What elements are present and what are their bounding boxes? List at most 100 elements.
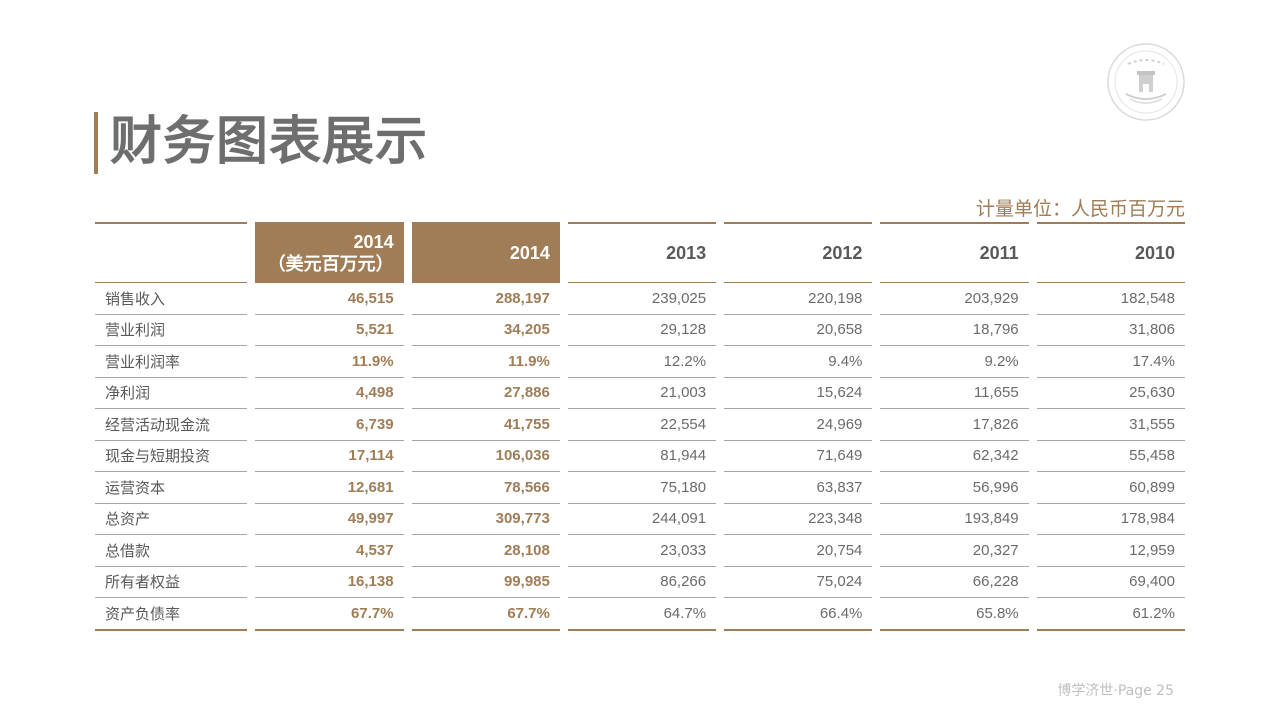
table-cell: 4,498: [255, 378, 404, 409]
header-year-1: 2014 （美元百万元）: [255, 222, 404, 283]
table-cell: 60,899: [1036, 472, 1185, 504]
unit-note: 计量单位：人民币百万元: [975, 198, 1185, 220]
table-cell: 31,806: [1036, 315, 1185, 346]
header-label-cell: [95, 222, 248, 283]
row-label: 总借款: [95, 535, 248, 567]
header-year-2: 2014: [411, 222, 560, 283]
table-cell: 99,985: [411, 567, 560, 598]
table-cell: 11.9%: [411, 346, 560, 378]
table-cell: 25,630: [1036, 378, 1185, 409]
table-cell: 6,739: [255, 409, 404, 441]
row-label: 营业利润率: [95, 346, 248, 378]
table-row: 总借款 4,537 28,108 23,033 20,754 20,327 12,959: [95, 535, 1185, 567]
table-cell: 17.4%: [1036, 346, 1185, 378]
table-cell: 41,755: [411, 409, 560, 441]
table-cell: 29,128: [567, 315, 717, 346]
table-cell: 63,837: [724, 472, 873, 504]
table-row: 营业利润 5,521 34,205 29,128 20,658 18,796 31,806: [95, 315, 1185, 346]
table-cell: 27,886: [411, 378, 560, 409]
table-cell: 12.2%: [567, 346, 717, 378]
financial-table: 2014 （美元百万元） 2014 2013 2012 2011 2010 销售收入 46,…: [95, 222, 1185, 631]
row-label: 经营活动现金流: [95, 409, 248, 441]
table-cell: 5,521: [255, 315, 404, 346]
title-accent-bar: [94, 112, 98, 174]
table-cell: 78,566: [411, 472, 560, 504]
row-label: 所有者权益: [95, 567, 248, 598]
table-cell: 49,997: [255, 504, 404, 535]
table-cell: 67.7%: [411, 598, 560, 631]
table-cell: 24,969: [724, 409, 873, 441]
table-row: 净利润 4,498 27,886 21,003 15,624 11,655 25,630: [95, 378, 1185, 409]
header-year-6: 2010: [1036, 222, 1185, 283]
table-row: 现金与短期投资 17,114 106,036 81,944 71,649 62,342 55…: [95, 441, 1185, 472]
table-cell: 17,114: [255, 441, 404, 472]
table-row: 营业利润率 11.9% 11.9% 12.2% 9.4% 9.2% 17.4%: [95, 346, 1185, 378]
table-cell: 65.8%: [880, 598, 1029, 631]
row-label: 净利润: [95, 378, 248, 409]
table-cell: 75,180: [567, 472, 717, 504]
table-cell: 69,400: [1036, 567, 1185, 598]
table-cell: 309,773: [411, 504, 560, 535]
table-cell: 239,025: [567, 283, 717, 315]
table-cell: 66,228: [880, 567, 1029, 598]
row-label: 运营资本: [95, 472, 248, 504]
table-cell: 9.4%: [724, 346, 873, 378]
header-year-5: 2011: [880, 222, 1029, 283]
header-year-4: 2012: [724, 222, 873, 283]
table-cell: 16,138: [255, 567, 404, 598]
table-row: 经营活动现金流 6,739 41,755 22,554 24,969 17,826 31,5…: [95, 409, 1185, 441]
table-cell: 61.2%: [1036, 598, 1185, 631]
row-label: 资产负债率: [95, 598, 248, 631]
table-cell: 203,929: [880, 283, 1029, 315]
table-cell: 9.2%: [880, 346, 1029, 378]
row-label: 销售收入: [95, 283, 248, 315]
table-row: 所有者权益 16,138 99,985 86,266 75,024 66,228 69,40…: [95, 567, 1185, 598]
table-cell: 66.4%: [724, 598, 873, 631]
table-cell: 20,754: [724, 535, 873, 567]
table-cell: 4,537: [255, 535, 404, 567]
table-cell: 12,959: [1036, 535, 1185, 567]
table-cell: 81,944: [567, 441, 717, 472]
table-cell: 23,033: [567, 535, 717, 567]
table-cell: 31,555: [1036, 409, 1185, 441]
page-title: 财务图表展示: [110, 113, 429, 171]
row-label: 现金与短期投资: [95, 441, 248, 472]
table-header-row: 2014 （美元百万元） 2014 2013 2012 2011 2010: [95, 222, 1185, 283]
table-cell: 11,655: [880, 378, 1029, 409]
table-cell: 62,342: [880, 441, 1029, 472]
table-cell: 12,681: [255, 472, 404, 504]
table-cell: 67.7%: [255, 598, 404, 631]
table-cell: 11.9%: [255, 346, 404, 378]
university-seal-logo: [1106, 42, 1186, 122]
table-cell: 55,458: [1036, 441, 1185, 472]
table-cell: 56,996: [880, 472, 1029, 504]
table-cell: 15,624: [724, 378, 873, 409]
table-cell: 223,348: [724, 504, 873, 535]
table-cell: 64.7%: [567, 598, 717, 631]
table-cell: 288,197: [411, 283, 560, 315]
header-year-3: 2013: [567, 222, 717, 283]
table-cell: 17,826: [880, 409, 1029, 441]
table-cell: 20,658: [724, 315, 873, 346]
table-row: 销售收入 46,515 288,197 239,025 220,198 203,929 18…: [95, 283, 1185, 315]
row-label: 总资产: [95, 504, 248, 535]
table-cell: 34,205: [411, 315, 560, 346]
footer-page: 博学济世·Page 25: [1057, 683, 1174, 699]
row-label: 营业利润: [95, 315, 248, 346]
table-cell: 22,554: [567, 409, 717, 441]
table-row: 资产负债率 67.7% 67.7% 64.7% 66.4% 65.8% 61.2%: [95, 598, 1185, 631]
table-cell: 21,003: [567, 378, 717, 409]
table-cell: 86,266: [567, 567, 717, 598]
table-cell: 46,515: [255, 283, 404, 315]
table-cell: 71,649: [724, 441, 873, 472]
table-cell: 18,796: [880, 315, 1029, 346]
table-row: 运营资本 12,681 78,566 75,180 63,837 56,996 60,899: [95, 472, 1185, 504]
table-cell: 28,108: [411, 535, 560, 567]
table-cell: 20,327: [880, 535, 1029, 567]
table-cell: 244,091: [567, 504, 717, 535]
table-cell: 75,024: [724, 567, 873, 598]
table-cell: 178,984: [1036, 504, 1185, 535]
table-cell: 182,548: [1036, 283, 1185, 315]
table-cell: 220,198: [724, 283, 873, 315]
table-cell: 106,036: [411, 441, 560, 472]
